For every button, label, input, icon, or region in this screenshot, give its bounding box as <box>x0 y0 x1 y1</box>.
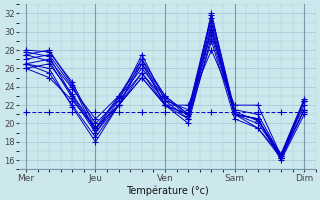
X-axis label: Température (°c): Température (°c) <box>126 185 209 196</box>
